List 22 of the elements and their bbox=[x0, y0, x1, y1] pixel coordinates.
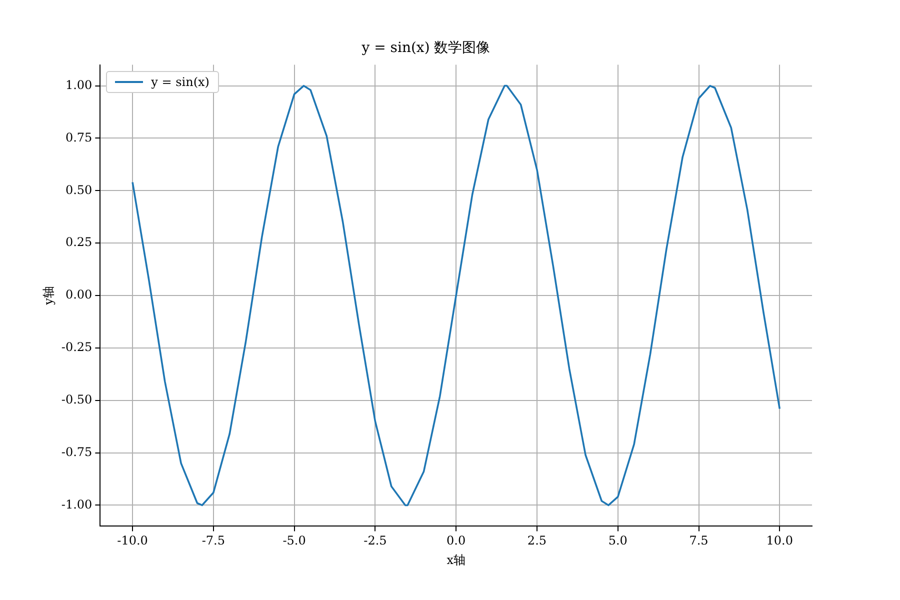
legend-label: y = sin(x) bbox=[151, 74, 210, 89]
y-axis-title: y轴 bbox=[41, 286, 56, 306]
y-tick-label: 0.00 bbox=[65, 288, 92, 302]
y-tick-label: 1.00 bbox=[65, 78, 92, 92]
x-tick-label: 0.0 bbox=[446, 534, 466, 548]
chart-title: y = sin(x) 数学图像 bbox=[360, 40, 490, 56]
y-tick-label: -0.25 bbox=[61, 340, 92, 354]
y-tick-label: 0.50 bbox=[65, 182, 92, 197]
x-tick-label: -5.0 bbox=[282, 534, 306, 548]
x-tick-label: 2.5 bbox=[527, 534, 547, 548]
x-tick-label: -2.5 bbox=[364, 534, 387, 548]
y-tick-label: 0.75 bbox=[65, 130, 92, 144]
y-tick-label: -0.75 bbox=[61, 444, 92, 459]
y-tick-label: 0.25 bbox=[65, 235, 92, 250]
x-tick-label: 5.0 bbox=[608, 534, 628, 548]
y-tick-label: -0.50 bbox=[61, 392, 92, 406]
x-tick-label: -10.0 bbox=[117, 534, 148, 548]
x-tick-label: 7.5 bbox=[689, 534, 708, 548]
x-tick-label: 10.0 bbox=[766, 534, 794, 548]
y-tick-label: -1.00 bbox=[61, 497, 92, 512]
x-axis-title: x轴 bbox=[446, 552, 466, 567]
x-tick-label: -7.5 bbox=[202, 534, 225, 548]
